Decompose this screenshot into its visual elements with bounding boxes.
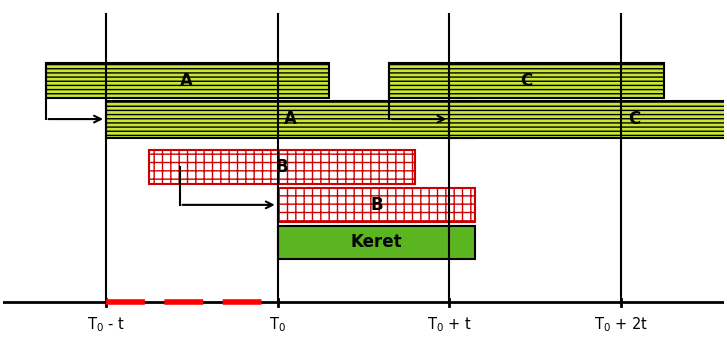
Text: C: C bbox=[521, 72, 533, 90]
FancyBboxPatch shape bbox=[149, 150, 415, 184]
FancyBboxPatch shape bbox=[278, 226, 475, 259]
Text: T$_0$: T$_0$ bbox=[269, 315, 286, 333]
Text: T$_0$ + 2t: T$_0$ + 2t bbox=[594, 315, 648, 333]
FancyBboxPatch shape bbox=[389, 63, 664, 98]
Text: B: B bbox=[276, 158, 288, 176]
Text: T$_0$ + t: T$_0$ + t bbox=[427, 315, 472, 333]
FancyBboxPatch shape bbox=[278, 188, 475, 221]
Text: Keret: Keret bbox=[350, 233, 402, 251]
Text: A: A bbox=[284, 110, 297, 128]
Text: C: C bbox=[628, 110, 640, 128]
Text: T$_0$ - t: T$_0$ - t bbox=[87, 315, 125, 333]
Text: B: B bbox=[370, 196, 382, 214]
FancyBboxPatch shape bbox=[106, 101, 475, 138]
Text: A: A bbox=[180, 72, 193, 90]
FancyBboxPatch shape bbox=[449, 101, 727, 138]
FancyBboxPatch shape bbox=[46, 63, 329, 98]
